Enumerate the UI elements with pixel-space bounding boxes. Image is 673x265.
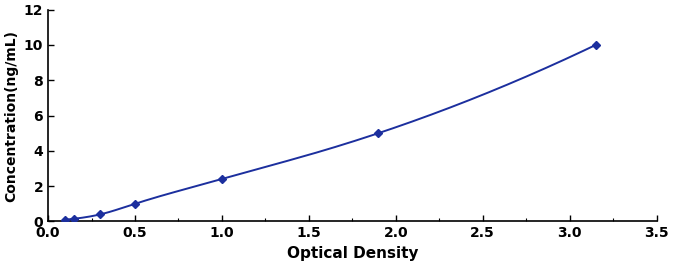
Y-axis label: Concentration(ng/mL): Concentration(ng/mL) [4,29,18,202]
X-axis label: Optical Density: Optical Density [287,246,418,261]
